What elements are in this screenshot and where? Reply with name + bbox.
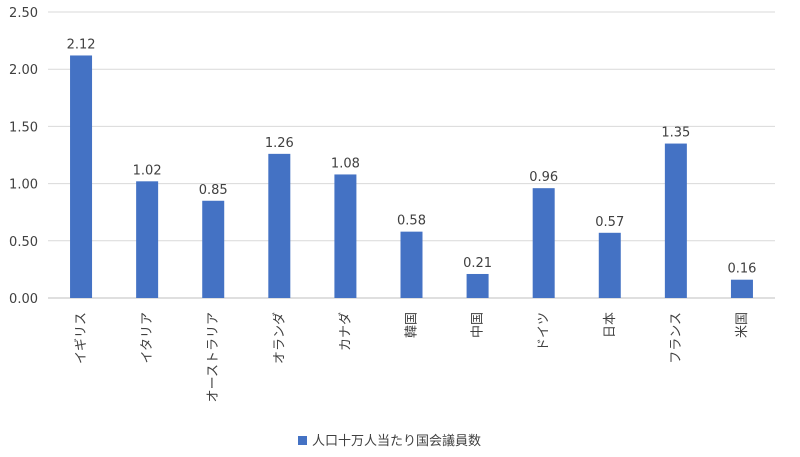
y-tick-label: 0.50 [9,235,38,250]
category-label: 韓国 [405,312,420,338]
category-label: 日本 [603,312,618,338]
category-label: カナダ [338,312,353,351]
bar [730,279,753,298]
category-label: ドイツ [537,312,552,351]
bar [466,273,489,298]
bar [136,181,159,298]
gridlines [48,11,775,299]
bar [334,174,357,298]
data-label: 0.57 [595,215,624,230]
y-tick-label: 1.00 [9,178,38,193]
category-label: フランス [669,312,684,364]
data-labels: 2.12 1.02 0.85 1.26 1.08 0.58 0.21 0.96 0.57 1.35… [67,37,757,276]
bar [268,153,291,298]
category-label: オランダ [272,312,287,364]
category-label: オーストラリア [206,312,221,402]
data-label: 1.35 [661,126,690,141]
y-tick-label: 0.00 [9,292,38,307]
bar [664,143,687,298]
bar [202,200,225,298]
data-label: 0.96 [529,170,558,185]
legend-label: 人口十万人当たり国会議員数 [312,434,481,449]
bar [400,231,423,298]
bar [598,232,621,298]
data-label: 1.02 [133,163,162,178]
data-label: 0.58 [397,214,426,229]
data-label: 1.26 [265,136,294,151]
category-label: イギリス [74,312,89,364]
category-label: イタリア [140,312,155,363]
category-labels: イギリス イタリア オーストラリア オランダ カナダ 韓国 中国 ドイツ 日本 フランス 米国 [74,312,750,402]
y-tick-label: 1.50 [9,120,38,135]
data-label: 0.21 [463,256,492,271]
data-label: 0.85 [199,183,228,198]
bars [70,55,753,298]
bar [532,188,555,298]
legend-swatch [298,436,307,445]
category-label: 米国 [735,312,750,338]
data-label: 0.16 [727,262,756,277]
bar [70,55,93,298]
legend: 人口十万人当たり国会議員数 [298,434,481,449]
y-tick-label: 2.00 [9,63,38,78]
data-label: 1.08 [331,156,360,171]
data-label: 2.12 [67,37,96,52]
y-tick-label: 2.50 [9,6,38,21]
y-axis-tick-labels: 0.00 0.50 1.00 1.50 2.00 2.50 [9,6,38,307]
category-label: 中国 [471,312,486,338]
